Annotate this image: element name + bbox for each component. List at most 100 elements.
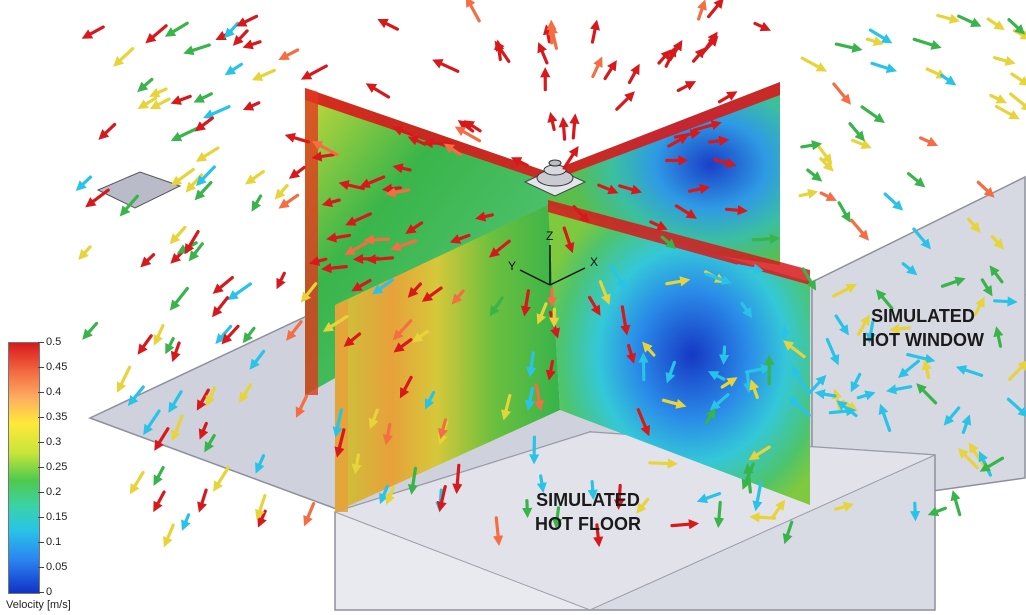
legend-tick-label: 0.1 [46, 536, 62, 548]
velocity-arrow [251, 68, 276, 81]
velocity-arrow [232, 29, 249, 46]
velocity-arrow [906, 172, 926, 188]
velocity-arrow [989, 265, 1004, 284]
velocity-arrow [284, 132, 310, 144]
velocity-arrow [912, 37, 942, 50]
velocity-arrow [713, 157, 737, 168]
velocity-arrow [520, 289, 531, 317]
velocity-arrow [636, 497, 650, 514]
legend-tick-label: 0.05 [46, 561, 68, 573]
velocity-arrow [536, 302, 548, 325]
velocity-arrow [212, 276, 234, 294]
velocity-arrow [188, 242, 204, 262]
velocity-arrow [98, 122, 117, 140]
velocity-arrow [875, 289, 894, 310]
velocity-arrow [153, 466, 165, 486]
velocity-arrow [1009, 92, 1026, 112]
velocity-arrow [195, 146, 220, 162]
velocity-arrow [449, 233, 471, 244]
velocity-arrow [687, 183, 711, 194]
velocity-arrow [286, 320, 303, 341]
legend-tick [38, 342, 44, 343]
velocity-arrow [552, 506, 563, 529]
velocity-arrow [382, 422, 393, 446]
velocity-arrow [950, 490, 962, 517]
velocity-arrow [438, 418, 448, 440]
velocity-arrow [979, 456, 1005, 472]
velocity-arrow [308, 256, 328, 266]
velocity-arrow [856, 390, 876, 401]
velocity-arrow [163, 523, 175, 548]
velocity-arrow [399, 375, 413, 399]
plane-front-right [548, 205, 810, 505]
velocity-arrow [322, 314, 349, 332]
legend-tick-label: 0.25 [46, 461, 68, 473]
velocity-arrow [943, 406, 961, 426]
velocity-arrow [676, 81, 697, 93]
velocity-arrow [740, 301, 753, 319]
velocity-arrow [717, 91, 738, 104]
velocity-arrow [276, 271, 286, 290]
velocity-arrow [407, 282, 422, 298]
velocity-arrow [129, 470, 145, 495]
velocity-arrow [407, 466, 418, 495]
velocity-arrow [392, 163, 412, 174]
velocity-arrow [424, 390, 436, 410]
legend-tick [38, 417, 44, 418]
velocity-arrow [537, 42, 549, 65]
velocity-arrow [800, 140, 823, 151]
velocity-arrow [343, 332, 362, 347]
velocity-arrow [165, 337, 175, 355]
velocity-arrow [368, 408, 379, 430]
velocity-arrow [249, 349, 266, 370]
velocity-arrow [791, 366, 808, 392]
legend-colorbar [8, 342, 40, 594]
velocity-arrow [743, 463, 754, 494]
velocity-arrow [545, 359, 556, 381]
velocity-arrow [143, 409, 161, 436]
velocity-arrow [848, 122, 865, 142]
velocity-arrow [197, 488, 208, 513]
velocity-arrow [321, 262, 348, 274]
hot-window-label-line1: SIMULATED [871, 306, 975, 326]
velocity-arrow [865, 36, 884, 47]
velocity-arrow [849, 218, 870, 241]
velocity-arrow [242, 39, 262, 50]
velocity-arrow [344, 241, 368, 256]
velocity-arrow [153, 490, 166, 513]
velocity-arrow [171, 414, 184, 442]
velocity-arrow [856, 314, 870, 337]
velocity-arrow [300, 64, 328, 80]
velocity-arrow [957, 14, 982, 27]
velocity-arrow [379, 485, 389, 505]
velocity-arrow [522, 499, 533, 519]
hot-floor-label: SIMULATED HOT FLOOR [488, 488, 688, 536]
velocity-arrow [587, 295, 601, 316]
velocity-arrow [562, 226, 575, 254]
velocity-arrow [837, 201, 851, 223]
velocity-arrow [255, 454, 266, 474]
velocity-arrow [832, 82, 852, 105]
velocity-arrow [443, 143, 462, 157]
velocity-arrow [648, 458, 678, 469]
velocity-arrow [363, 234, 391, 245]
velocity-arrow [936, 13, 961, 24]
velocity-arrow [542, 24, 553, 44]
velocity-arrow [708, 371, 726, 381]
velocity-arrow [164, 21, 189, 37]
legend-tick [38, 442, 44, 443]
velocity-arrow [994, 104, 1020, 120]
velocity-arrow [834, 314, 849, 336]
velocity-arrow [744, 364, 772, 375]
velocity-arrow [242, 326, 256, 344]
velocity-arrow [149, 87, 168, 98]
velocity-arrow [295, 394, 309, 418]
velocity-arrow [149, 97, 171, 110]
velocity-arrow [421, 286, 443, 302]
velocity-arrow [691, 47, 706, 63]
hot-floor-label-line2: HOT FLOOR [535, 514, 641, 534]
velocity-arrow [713, 500, 725, 529]
velocity-arrow [451, 289, 465, 305]
velocity-arrow [806, 374, 827, 396]
velocity-arrow [351, 278, 372, 292]
